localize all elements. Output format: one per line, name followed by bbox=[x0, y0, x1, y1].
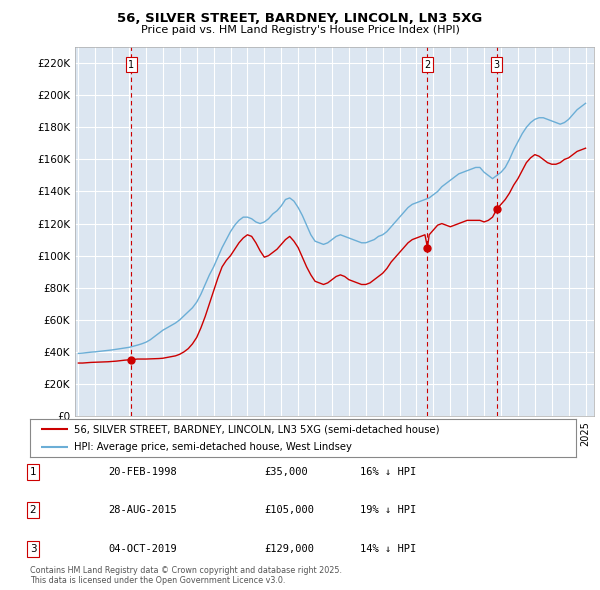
Text: 16% ↓ HPI: 16% ↓ HPI bbox=[360, 467, 416, 477]
Text: £105,000: £105,000 bbox=[264, 506, 314, 515]
Text: £129,000: £129,000 bbox=[264, 544, 314, 553]
Text: 56, SILVER STREET, BARDNEY, LINCOLN, LN3 5XG: 56, SILVER STREET, BARDNEY, LINCOLN, LN3… bbox=[118, 12, 482, 25]
Text: £35,000: £35,000 bbox=[264, 467, 308, 477]
Text: HPI: Average price, semi-detached house, West Lindsey: HPI: Average price, semi-detached house,… bbox=[74, 442, 352, 452]
Text: 3: 3 bbox=[29, 544, 37, 553]
Text: Contains HM Land Registry data © Crown copyright and database right 2025.
This d: Contains HM Land Registry data © Crown c… bbox=[30, 566, 342, 585]
Text: 2: 2 bbox=[29, 506, 37, 515]
Text: 14% ↓ HPI: 14% ↓ HPI bbox=[360, 544, 416, 553]
Text: Price paid vs. HM Land Registry's House Price Index (HPI): Price paid vs. HM Land Registry's House … bbox=[140, 25, 460, 35]
Text: 19% ↓ HPI: 19% ↓ HPI bbox=[360, 506, 416, 515]
Text: 20-FEB-1998: 20-FEB-1998 bbox=[108, 467, 177, 477]
Text: 1: 1 bbox=[128, 60, 134, 70]
Text: 1: 1 bbox=[29, 467, 37, 477]
Text: 3: 3 bbox=[494, 60, 500, 70]
Text: 2: 2 bbox=[424, 60, 431, 70]
Text: 04-OCT-2019: 04-OCT-2019 bbox=[108, 544, 177, 553]
Text: 28-AUG-2015: 28-AUG-2015 bbox=[108, 506, 177, 515]
Text: 56, SILVER STREET, BARDNEY, LINCOLN, LN3 5XG (semi-detached house): 56, SILVER STREET, BARDNEY, LINCOLN, LN3… bbox=[74, 424, 439, 434]
